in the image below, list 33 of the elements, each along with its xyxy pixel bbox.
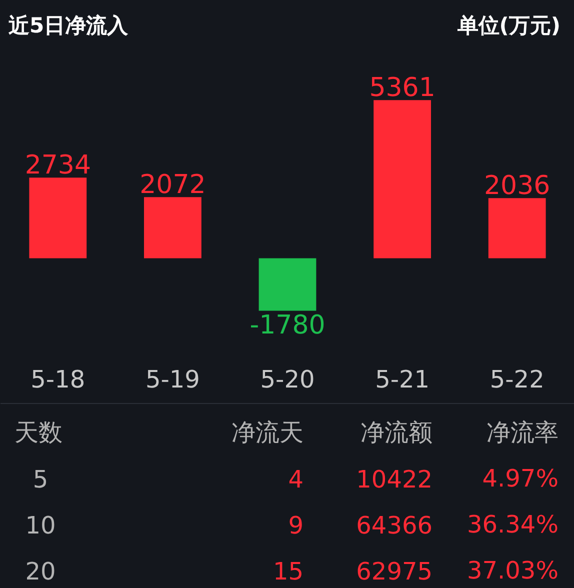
chart-title: 近5日净流入 xyxy=(8,14,130,38)
text: 10422 xyxy=(356,466,433,494)
text: 9 xyxy=(288,512,304,540)
data-label: 2072 xyxy=(140,170,206,200)
text: 天数 xyxy=(14,418,62,446)
text: 4 xyxy=(288,466,304,494)
text: 5 xyxy=(32,466,48,494)
bar xyxy=(144,197,202,258)
bar xyxy=(29,178,87,258)
chart-subtitle: 单位(万元) xyxy=(456,14,561,38)
text: 64366 xyxy=(356,512,433,540)
data-label: 2036 xyxy=(484,171,550,202)
data-label: -1780 xyxy=(250,310,326,341)
bar xyxy=(258,258,316,311)
data-label: 2734 xyxy=(24,150,91,181)
text: 净流额 xyxy=(360,418,432,446)
bar xyxy=(488,198,546,258)
text: 净流率 xyxy=(486,418,558,446)
text: 10 xyxy=(25,512,56,540)
x-tick-label: 5-18 xyxy=(30,366,86,394)
text: 20 xyxy=(25,558,56,586)
text: 15 xyxy=(272,558,304,586)
x-tick-label: 5-22 xyxy=(490,366,544,394)
x-tick-label: 5-21 xyxy=(375,366,430,394)
text: 净流天 xyxy=(232,418,304,446)
x-tick-label: 5-19 xyxy=(145,366,200,394)
text: 37.03% xyxy=(466,556,559,584)
text: 36.34% xyxy=(466,510,559,538)
text: 4.97% xyxy=(482,464,559,492)
text: 62975 xyxy=(356,558,433,586)
bar xyxy=(374,100,431,258)
data-label: 5361 xyxy=(369,73,436,104)
x-tick-label: 5-20 xyxy=(260,366,315,394)
